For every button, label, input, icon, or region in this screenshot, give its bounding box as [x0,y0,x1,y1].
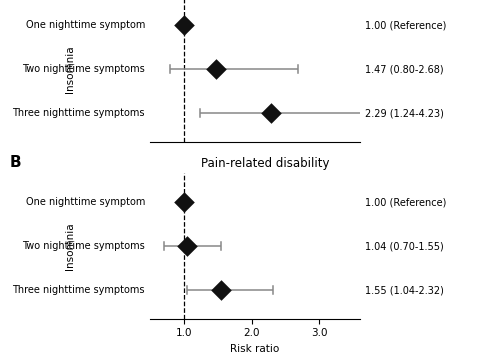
Point [217,287,225,293]
Text: Three nighttime symptoms: Three nighttime symptoms [12,108,145,118]
Text: Insomnia: Insomnia [65,45,75,93]
Text: Pain-related disability: Pain-related disability [201,157,330,170]
Text: One nighttime symptom: One nighttime symptom [26,197,145,207]
Text: 1.47 (0.80-2.68): 1.47 (0.80-2.68) [365,64,444,74]
X-axis label: Risk ratio: Risk ratio [230,344,280,354]
Text: Three nighttime symptoms: Three nighttime symptoms [12,285,145,295]
Text: One nighttime symptom: One nighttime symptom [26,20,145,30]
Text: B: B [10,155,22,170]
Text: 1.04 (0.70-1.55): 1.04 (0.70-1.55) [365,241,444,251]
Point [182,243,190,249]
Point [212,66,220,72]
Point [268,110,276,116]
Text: Two nighttime symptoms: Two nighttime symptoms [22,241,145,251]
Text: 1.00 (Reference): 1.00 (Reference) [365,197,446,207]
Point [180,22,188,28]
Text: 1.00 (Reference): 1.00 (Reference) [365,20,446,30]
Point [180,199,188,205]
Text: 1.55 (1.04-2.32): 1.55 (1.04-2.32) [365,285,444,295]
Text: Insomnia: Insomnia [65,222,75,270]
Text: Two nighttime symptoms: Two nighttime symptoms [22,64,145,74]
Text: 2.29 (1.24-4.23): 2.29 (1.24-4.23) [365,108,444,118]
